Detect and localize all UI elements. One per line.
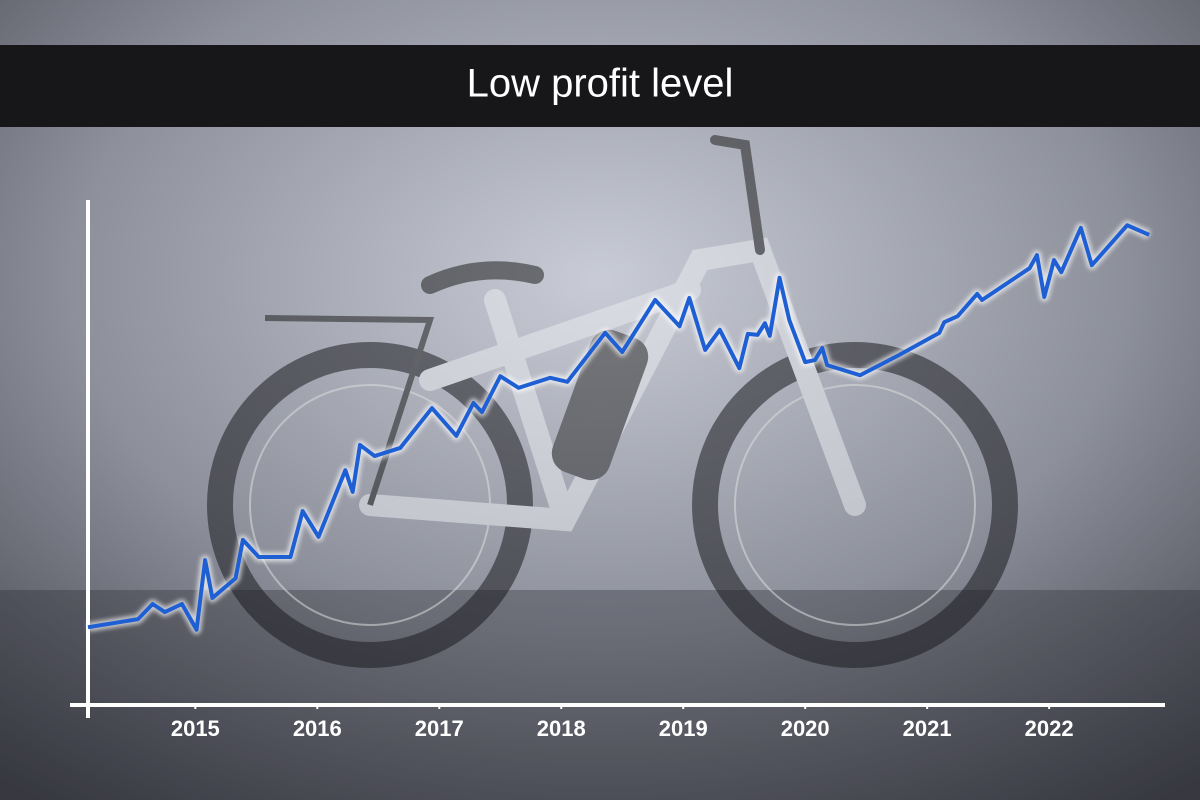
x-tick-label: 2019 [659,716,708,741]
x-tick-label: 2018 [537,716,586,741]
title-bar [0,45,1200,127]
x-tick-label: 2020 [781,716,830,741]
x-tick-label: 2016 [293,716,342,741]
x-tick-label: 2017 [415,716,464,741]
floor [0,590,1200,800]
x-tick-label: 2022 [1025,716,1074,741]
line [87,223,1150,632]
chart-title: Low profit level [467,62,734,106]
x-tick-label: 2015 [171,716,220,741]
x-tick-label: 2021 [903,716,952,741]
